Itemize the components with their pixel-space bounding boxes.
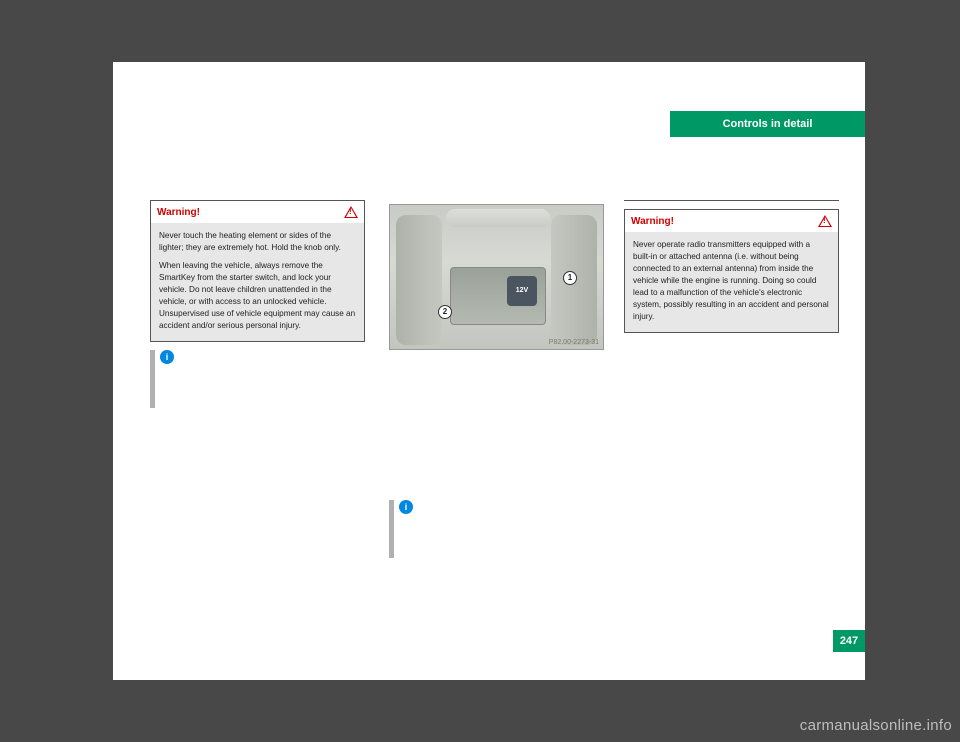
warning-paragraph: When leaving the vehicle, always remove … (159, 260, 356, 332)
callout-1: 1 (563, 271, 577, 285)
warning-paragraph: Never touch the heating element or sides… (159, 230, 356, 254)
section-tab: Controls in detail (670, 111, 865, 137)
info-icon: i (160, 350, 174, 364)
note-bar (150, 350, 155, 408)
warning-title: Warning! (631, 216, 674, 227)
photo-12v-socket: 12V (507, 276, 537, 306)
warning-header: Warning! (625, 210, 838, 232)
warning-body: Never touch the heating element or sides… (151, 223, 364, 341)
watermark-text: carmanualsonline.info (800, 717, 952, 734)
warning-body: Never operate radio transmitters equippe… (625, 232, 838, 332)
note-bar (389, 500, 394, 558)
warning-header: Warning! (151, 201, 364, 223)
warning-box: Warning! Never touch the heating element… (150, 200, 365, 342)
photo-seat-left (396, 215, 442, 345)
info-icon: i (399, 500, 413, 514)
photo-roof (446, 209, 550, 227)
note-text (417, 500, 604, 558)
page-number-badge: 247 (833, 630, 865, 652)
warning-triangle-icon (344, 206, 358, 218)
photo-console-well: 12V (450, 267, 546, 325)
column-2: 12V 1 2 P82.00-2273-31 i (389, 204, 604, 558)
warning-box: Warning! Never operate radio transmitter… (624, 209, 839, 333)
section-divider (624, 200, 839, 201)
warning-paragraph: Never operate radio transmitters equippe… (633, 239, 830, 323)
column-1: Warning! Never touch the heating element… (150, 200, 365, 408)
callout-2: 2 (438, 305, 452, 319)
manual-page: Controls in detail 247 Warning! Never to… (113, 62, 865, 680)
warning-title: Warning! (157, 207, 200, 218)
column-3: Warning! Never operate radio transmitter… (624, 200, 839, 333)
warning-triangle-icon (818, 215, 832, 227)
info-note: i (150, 350, 365, 408)
inset-photo: 12V 1 2 P82.00-2273-31 (389, 204, 604, 350)
info-note: i (389, 500, 604, 558)
note-text (178, 350, 365, 408)
photo-reference: P82.00-2273-31 (549, 339, 599, 346)
